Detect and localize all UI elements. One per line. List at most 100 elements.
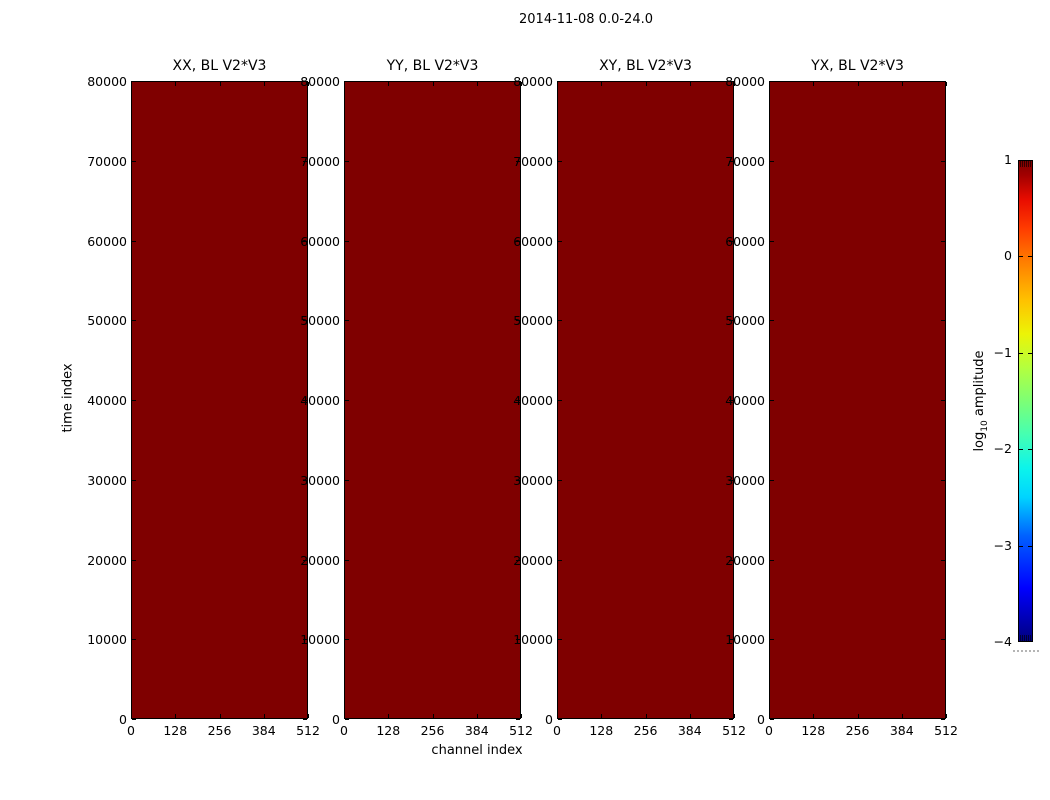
figure-title: 2014-11-08 0.0-24.0 <box>519 12 653 27</box>
y-tick-mark <box>770 400 774 401</box>
y-tick-mark <box>345 479 349 481</box>
x-tick-mark <box>432 82 434 86</box>
y-tick-mark <box>558 400 562 401</box>
y-tick-label: 10000 <box>87 632 127 648</box>
x-tick-label: 128 <box>163 723 188 738</box>
heatmap-panel-xy: XY, BL V2*V3 <box>557 58 734 719</box>
y-tick-mark <box>770 559 774 561</box>
y-tick-mark <box>941 160 945 162</box>
colorbar-tick-label: −4 <box>993 634 1012 649</box>
x-tick-mark <box>432 714 434 718</box>
x-tick-label: 256 <box>633 723 658 738</box>
x-tick-mark <box>263 714 265 718</box>
y-tick-label: 80000 <box>725 74 765 89</box>
y-tick-mark <box>729 479 733 481</box>
y-tick-mark <box>558 639 562 641</box>
y-tick-mark <box>303 160 307 162</box>
y-tick-label: 80000 <box>513 74 553 89</box>
x-tick-mark <box>308 714 309 718</box>
y-tick-mark <box>558 81 562 82</box>
y-tick-label: 20000 <box>87 552 127 568</box>
x-tick-mark <box>689 714 691 718</box>
colorbar-end-hatch <box>1026 635 1027 641</box>
heatmap-panel-yy: YY, BL V2*V3 <box>344 58 521 719</box>
y-tick-mark <box>941 479 945 481</box>
y-tick-label: 80000 <box>300 74 340 89</box>
y-tick-mark <box>303 81 307 82</box>
y-tick-mark <box>729 400 733 401</box>
y-tick-mark <box>729 320 733 322</box>
y-tick-label: 60000 <box>513 233 553 249</box>
x-tick-mark <box>857 82 859 86</box>
y-tick-label: 70000 <box>87 153 127 169</box>
y-tick-mark <box>132 320 136 322</box>
y-tick-label: 60000 <box>725 233 765 249</box>
x-tick-label: 512 <box>722 723 746 738</box>
x-tick-mark <box>734 714 735 718</box>
x-tick-label: 384 <box>251 723 276 738</box>
y-tick-mark <box>729 160 733 162</box>
colorbar-tick-label: −3 <box>993 537 1012 553</box>
y-tick-mark <box>345 639 349 641</box>
colorbar-tick-mark <box>1019 352 1023 354</box>
x-tick-label: 0 <box>765 723 773 738</box>
y-tick-mark <box>558 240 562 242</box>
x-tick-mark <box>769 82 770 86</box>
y-tick-mark <box>558 479 562 481</box>
y-tick-label: 40000 <box>513 393 553 408</box>
y-tick-label: 50000 <box>87 313 127 329</box>
y-tick-mark <box>729 719 733 720</box>
colorbar-tick-mark <box>1019 256 1023 258</box>
y-tick-mark <box>345 719 349 720</box>
y-tick-mark <box>941 559 945 561</box>
y-tick-label: 30000 <box>300 472 340 488</box>
x-tick-mark <box>263 82 265 86</box>
y-tick-label: 80000 <box>87 74 127 89</box>
colorbar-end-hatch <box>1022 635 1023 641</box>
x-tick-mark <box>734 82 735 86</box>
colorbar-end-hatch <box>1022 161 1023 167</box>
colorbar-tick-mark <box>1019 449 1023 451</box>
y-tick-mark <box>132 160 136 162</box>
x-tick-mark <box>946 714 947 718</box>
x-tick-mark <box>344 714 345 718</box>
y-tick-label: 50000 <box>725 313 765 329</box>
x-tick-mark <box>901 82 903 86</box>
colorbar-end-hatch <box>1020 161 1021 167</box>
colorbar-end-hatch <box>1024 161 1025 167</box>
x-tick-label: 384 <box>889 723 914 738</box>
y-tick-mark <box>941 719 945 720</box>
colorbar-tick-mark <box>1028 256 1032 258</box>
colorbar-tick-mark <box>1028 545 1032 547</box>
x-tick-mark <box>219 714 221 718</box>
colorbar-label-sub: 10 <box>979 420 990 432</box>
colorbar-end-hatch <box>1030 161 1031 167</box>
y-tick-label: 0 <box>332 712 340 727</box>
y-tick-label: 20000 <box>725 552 765 568</box>
y-tick-mark <box>729 240 733 242</box>
y-tick-mark <box>345 559 349 561</box>
x-tick-mark <box>521 714 522 718</box>
y-tick-mark <box>303 479 307 481</box>
y-tick-mark <box>770 719 774 720</box>
x-tick-label: 384 <box>464 723 489 738</box>
y-tick-label: 30000 <box>87 472 127 488</box>
y-tick-mark <box>558 559 562 561</box>
colorbar-tick-label: −2 <box>993 441 1012 457</box>
colorbar-end-hatch <box>1024 635 1025 641</box>
y-tick-mark <box>303 400 307 401</box>
x-tick-label: 0 <box>340 723 348 738</box>
colorbar-label: log10 amplitude <box>972 350 990 451</box>
colorbar-tick-mark <box>1019 545 1023 547</box>
y-tick-mark <box>132 559 136 561</box>
x-tick-mark <box>769 714 770 718</box>
x-tick-mark <box>601 82 603 86</box>
y-tick-label: 0 <box>545 712 553 727</box>
panel-title-yy: YY, BL V2*V3 <box>386 58 479 74</box>
y-tick-label: 20000 <box>513 552 553 568</box>
colorbar-tick-mark <box>1028 449 1032 451</box>
y-tick-mark <box>132 479 136 481</box>
y-tick-mark <box>516 559 520 561</box>
y-tick-label: 20000 <box>300 552 340 568</box>
y-tick-label: 0 <box>757 712 765 727</box>
